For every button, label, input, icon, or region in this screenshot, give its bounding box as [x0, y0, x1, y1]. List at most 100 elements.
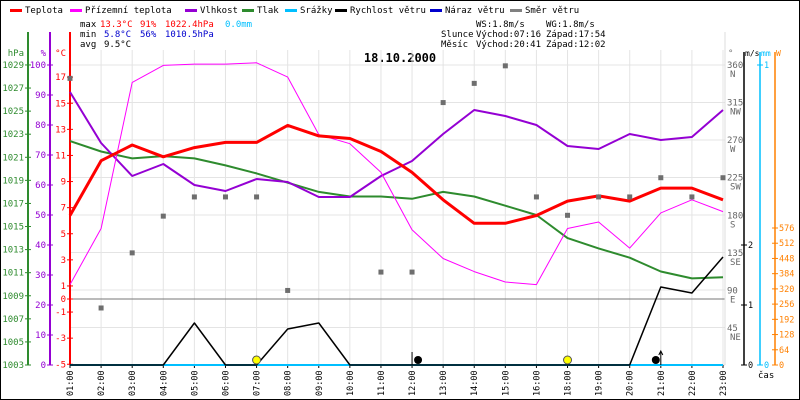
- stats-max-rain: 0.0mm: [225, 20, 252, 30]
- pressure-tick-label: 1003: [2, 361, 24, 371]
- temperature-tick-label: 15: [55, 99, 66, 109]
- stats-max-temp: 13.3°C: [100, 20, 133, 30]
- series-line-tlak: [69, 140, 724, 280]
- legend-swatch-4: [285, 9, 297, 12]
- wind-direction-point: [440, 100, 446, 106]
- x-tick-label: 12:00: [408, 370, 418, 396]
- legend-swatch-6: [430, 9, 442, 12]
- sun-icon: [563, 355, 573, 365]
- rain-axis-label: mm: [761, 49, 771, 58]
- x-tick-label: 19:00: [595, 370, 605, 396]
- humidity-tick-label: 30: [35, 271, 46, 281]
- legend-swatch-3: [242, 9, 254, 12]
- moonrise-arrowhead-icon: [658, 349, 664, 356]
- x-tick-label: 02:00: [97, 370, 107, 396]
- rain-tick-label: 1: [764, 61, 769, 71]
- pressure-tick-label: 1007: [2, 315, 24, 325]
- temperature-tick-label: 13: [55, 125, 66, 135]
- wind-direction-point: [409, 269, 415, 275]
- temperature-tick-label: 1: [61, 282, 66, 292]
- stats-max-pressure: 1022.4hPa: [165, 20, 214, 30]
- legend-swatch-7: [510, 9, 522, 12]
- direction-tick-label: 45: [727, 324, 738, 334]
- stats-min-humidity: 56%: [140, 30, 157, 40]
- radiation-tick-label: 384: [779, 270, 794, 280]
- wind-direction-point: [67, 75, 73, 81]
- moon-icon: [651, 356, 660, 364]
- x-tick-label: 05:00: [190, 370, 200, 396]
- wind-direction-point: [98, 305, 104, 311]
- legend-label-0: Teplota: [25, 6, 63, 16]
- stats-min-label: min: [80, 30, 96, 40]
- humidity-tick-label: 80: [35, 121, 46, 131]
- humidity-tick-label: 10: [35, 331, 46, 341]
- direction-tick-label: 225: [727, 174, 743, 184]
- humidity-tick-label: 90: [35, 91, 46, 101]
- direction-tick-label: 90: [727, 286, 738, 296]
- radiation-tick-label: 320: [779, 285, 794, 295]
- pressure-tick-label: 1011: [2, 269, 24, 279]
- x-tick-label: 13:00: [439, 370, 449, 396]
- wind-speed-tick-label: 0: [748, 361, 753, 371]
- x-tick-label: 23:00: [719, 370, 729, 396]
- stats-min-pressure: 1010.5hPa: [165, 30, 214, 40]
- x-tick-label: 10:00: [346, 370, 356, 396]
- temperature-tick-label: 17: [55, 73, 66, 83]
- direction-tick-label: 135: [727, 249, 743, 259]
- x-tick-label: 08:00: [284, 370, 294, 396]
- legend-swatch-5: [335, 9, 347, 12]
- direction-tick-label: 315: [727, 99, 743, 109]
- pressure-tick-label: 1021: [2, 153, 24, 163]
- sunset: Západ:17:54: [546, 30, 606, 40]
- temperature-tick-label: 9: [61, 178, 66, 188]
- temperature-axis-label: °C: [55, 49, 66, 59]
- wind-direction-point: [254, 194, 260, 200]
- moon-icon: [414, 356, 423, 364]
- chart-title: 18.10.2000: [364, 51, 436, 65]
- radiation-axis-label: W: [776, 49, 781, 58]
- x-tick-label: 14:00: [470, 370, 480, 396]
- wind-direction-point: [689, 194, 695, 200]
- sunrise: Východ:07:16: [476, 30, 541, 40]
- humidity-tick-label: 100: [30, 61, 46, 71]
- legend-label-6: Náraz větru: [445, 6, 505, 16]
- pressure-tick-label: 1029: [2, 61, 24, 71]
- temperature-tick-label: 7: [61, 204, 66, 214]
- direction-axis-label: °: [728, 49, 733, 59]
- x-tick-label: 21:00: [657, 370, 667, 396]
- x-tick-label: 06:00: [221, 370, 231, 396]
- direction-tick-label: 360: [727, 61, 743, 71]
- wind-speed-max: WS:1.8m/s: [476, 20, 525, 30]
- humidity-axis-label: %: [41, 49, 47, 59]
- legend-label-7: Směr větru: [525, 6, 579, 16]
- temperature-tick-label: 5: [61, 230, 66, 240]
- pressure-tick-label: 1015: [2, 223, 24, 233]
- legend-swatch-0: [10, 9, 22, 12]
- wind-direction-point: [596, 194, 602, 200]
- legend-label-2: Vlhkost: [200, 6, 238, 16]
- temperature-tick-label: 11: [55, 151, 66, 161]
- temperature-tick-label: 3: [61, 256, 66, 266]
- stats-max-label: max: [80, 20, 97, 30]
- wind-gust-max: WG:1.8m/s: [546, 20, 595, 30]
- moonset: Západ:12:02: [546, 40, 606, 50]
- radiation-tick-label: 576: [779, 224, 794, 234]
- humidity-tick-label: 60: [35, 181, 46, 191]
- pressure-tick-label: 1013: [2, 246, 24, 256]
- direction-tick-label: 270: [727, 136, 743, 146]
- direction-compass-label: E: [730, 295, 735, 305]
- x-tick-label: 20:00: [626, 370, 636, 396]
- direction-compass-label: NW: [730, 108, 741, 118]
- stats-avg-temp: 9.5°C: [104, 40, 131, 50]
- x-tick-label: 16:00: [532, 370, 542, 396]
- series-line-prizemni-teplota: [69, 62, 724, 286]
- wind-direction-point: [191, 194, 197, 200]
- stats-min-temp: 5.8°C: [104, 30, 131, 40]
- legend-label-4: Srážky: [300, 6, 333, 16]
- wind-speed-axis-label: m/s: [745, 49, 760, 58]
- legend-label-3: Tlak: [257, 6, 279, 16]
- x-tick-label: 18:00: [564, 370, 574, 396]
- x-tick-label: 03:00: [128, 370, 138, 396]
- humidity-tick-label: 40: [35, 241, 46, 251]
